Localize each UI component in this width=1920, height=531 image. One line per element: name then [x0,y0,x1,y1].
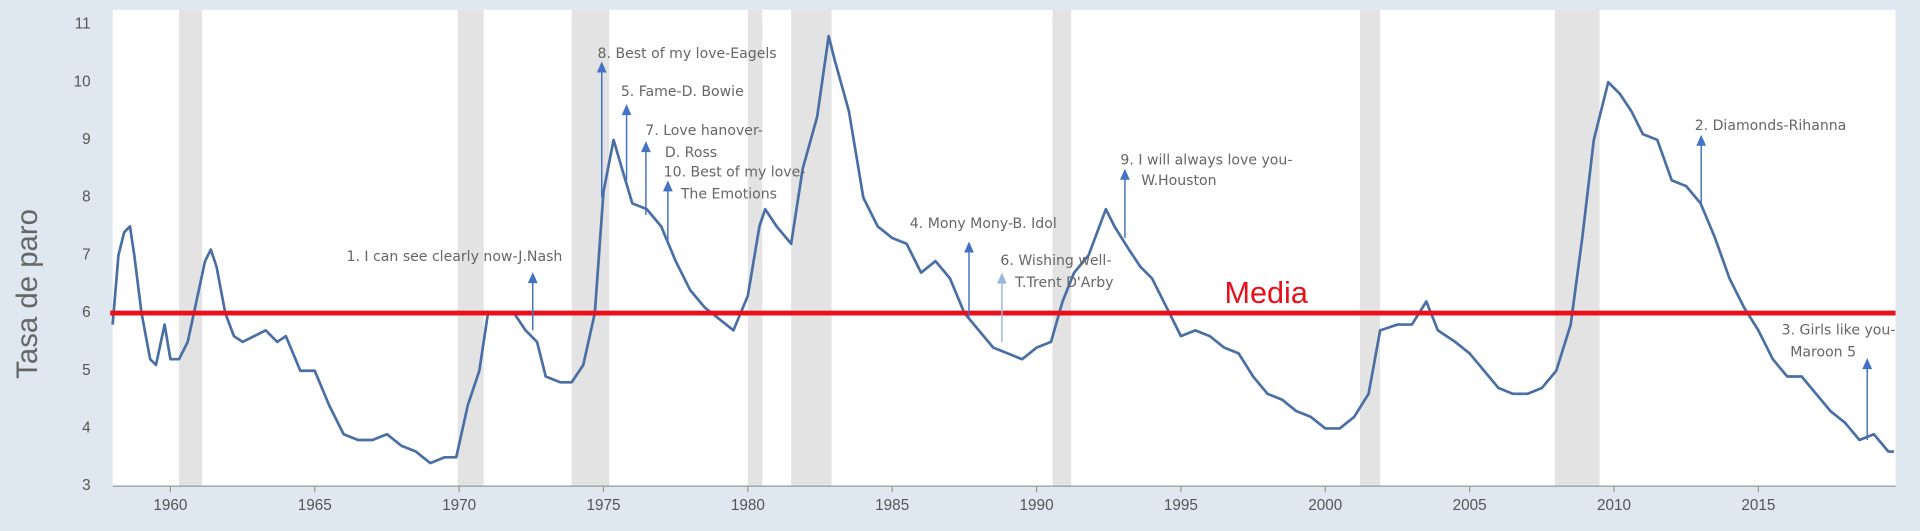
x-tick-label: 2010 [1597,497,1631,514]
x-tick-label: 1975 [586,497,620,514]
recession-band [179,9,203,487]
arrow-head [621,104,632,116]
arrow-head [641,141,651,153]
x-tick-label: 2000 [1308,497,1342,514]
annotation-text: W.Houston [1141,173,1216,189]
data-line [111,34,1895,465]
y-tick-label: 5 [82,362,91,379]
annotation-text: Maroon 5 [1790,345,1856,361]
y-tick-label: 9 [82,131,91,148]
x-tick-label: 1960 [153,497,187,514]
arrow-head [1862,358,1873,370]
annotation-text: 10. Best of my love- [664,165,806,181]
y-tick-label: 6 [82,304,91,321]
annotation-text: 2. Diamonds-Rihanna [1695,118,1847,134]
recession-band [791,9,832,487]
arrow-head [596,61,607,73]
recession-band [1359,9,1381,487]
recession-band [1554,9,1600,487]
annotation-text: 7. Love hanover- [645,123,763,139]
arrow-head [662,180,673,192]
x-tick-label: 1980 [731,497,765,514]
annotation-text: 3. Girls like you- [1782,323,1896,339]
mean-label: Media [1224,276,1308,310]
annotation-text: The Emotions [680,187,777,203]
x-tick-label: 1995 [1164,497,1198,514]
annotation-text: 9. I will always love you- [1120,152,1292,168]
annotation-text: 1. I can see clearly now-J.Nash [347,249,563,265]
y-tick-label: 7 [82,246,91,263]
annotation-text: 4. Mony Mony-B. Idol [910,216,1057,232]
annotation-text: T.Trent D'Arby [1014,275,1113,291]
arrow-head [964,241,974,253]
x-tick-label: 1970 [442,497,476,514]
y-tick-label: 11 [75,16,91,33]
y-tick-label: 10 [74,73,91,90]
y-axis-label: Tasa de paro [11,209,44,379]
x-tick-label: 2015 [1741,497,1775,514]
x-tick-label: 1985 [875,497,909,514]
recession-band [571,9,610,487]
x-tick-label: 2005 [1453,497,1487,514]
annotation-text: 6. Wishing well- [1000,253,1111,269]
y-tick-label: 4 [82,419,91,436]
annotation-text: 8. Best of my love-Eagels [598,46,777,62]
x-tick-label: 1990 [1020,497,1054,514]
arrow-head [527,272,538,284]
plot-area [112,9,1896,487]
y-tick-label: 3 [82,477,91,494]
x-tick-label: 1965 [298,497,332,514]
recession-band [457,9,484,487]
y-tick-label: 8 [82,189,91,206]
arrow-head [1120,168,1130,180]
annotation-text: D. Ross [665,145,717,161]
arrow-head [997,272,1007,284]
arrow-head [1696,134,1707,146]
annotation-text: 5. Fame-D. Bowie [621,84,744,100]
recession-band [1052,9,1072,487]
